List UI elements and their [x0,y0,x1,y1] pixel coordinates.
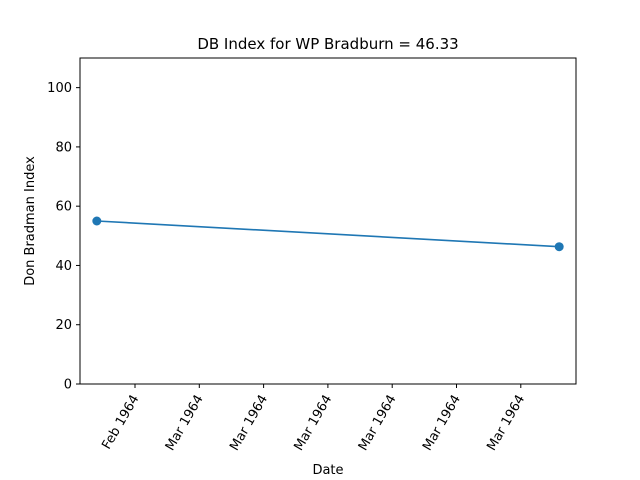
series-layer [92,216,564,252]
series-line [96,220,560,248]
y-tick-label: 60 [55,200,72,215]
y-tick-label: 80 [55,140,72,155]
y-tick-label: 100 [47,81,72,96]
chart-title: DB Index for WP Bradburn = 46.33 [197,35,458,53]
y-tick-label: 40 [55,259,72,274]
data-point [554,242,564,252]
data-point [92,216,102,226]
plot-frame [79,57,577,385]
y-tick-label: 20 [55,318,72,333]
y-axis-ticks: 0 20 40 60 80 100 [47,81,80,393]
y-axis-label: Don Bradman Index [23,156,38,286]
x-axis-label: Date [312,463,343,478]
y-tick-label: 0 [64,378,72,393]
